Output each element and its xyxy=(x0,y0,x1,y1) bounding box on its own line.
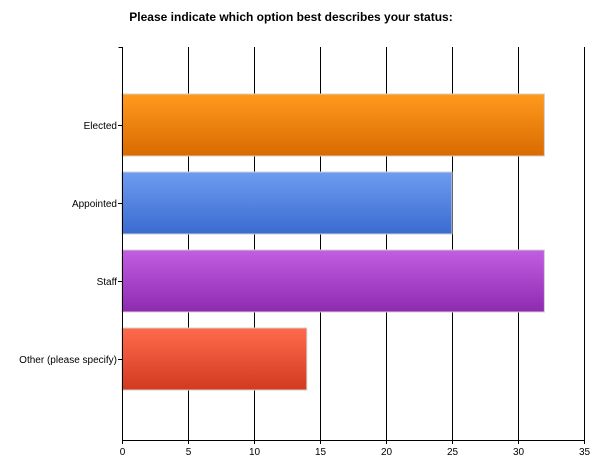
category-label: Staff xyxy=(97,277,118,288)
bar-staff xyxy=(121,249,545,313)
bar-other-please-specify xyxy=(121,327,308,391)
x-tick-label-5: 5 xyxy=(186,447,192,457)
x-tick-label-10: 10 xyxy=(249,447,261,457)
x-tick-label-35: 35 xyxy=(579,447,591,457)
category-label: Elected xyxy=(84,121,117,132)
category-label: Appointed xyxy=(72,199,117,210)
x-tick-label-20: 20 xyxy=(381,447,393,457)
category-label: Other (please specify) xyxy=(19,355,117,366)
bar-appointed xyxy=(121,171,453,235)
x-tick-label-15: 15 xyxy=(315,447,327,457)
bar-elected xyxy=(121,93,545,157)
chart-title: Please indicate which option best descri… xyxy=(129,10,452,24)
bars xyxy=(121,93,545,391)
axes: 0 5 10 15 20 25 30 35 Elected Appointed Staff Other… xyxy=(19,47,590,457)
x-tick-label-30: 30 xyxy=(513,447,525,457)
x-tick-label-25: 25 xyxy=(447,447,459,457)
x-tick-label-0: 0 xyxy=(120,447,126,457)
